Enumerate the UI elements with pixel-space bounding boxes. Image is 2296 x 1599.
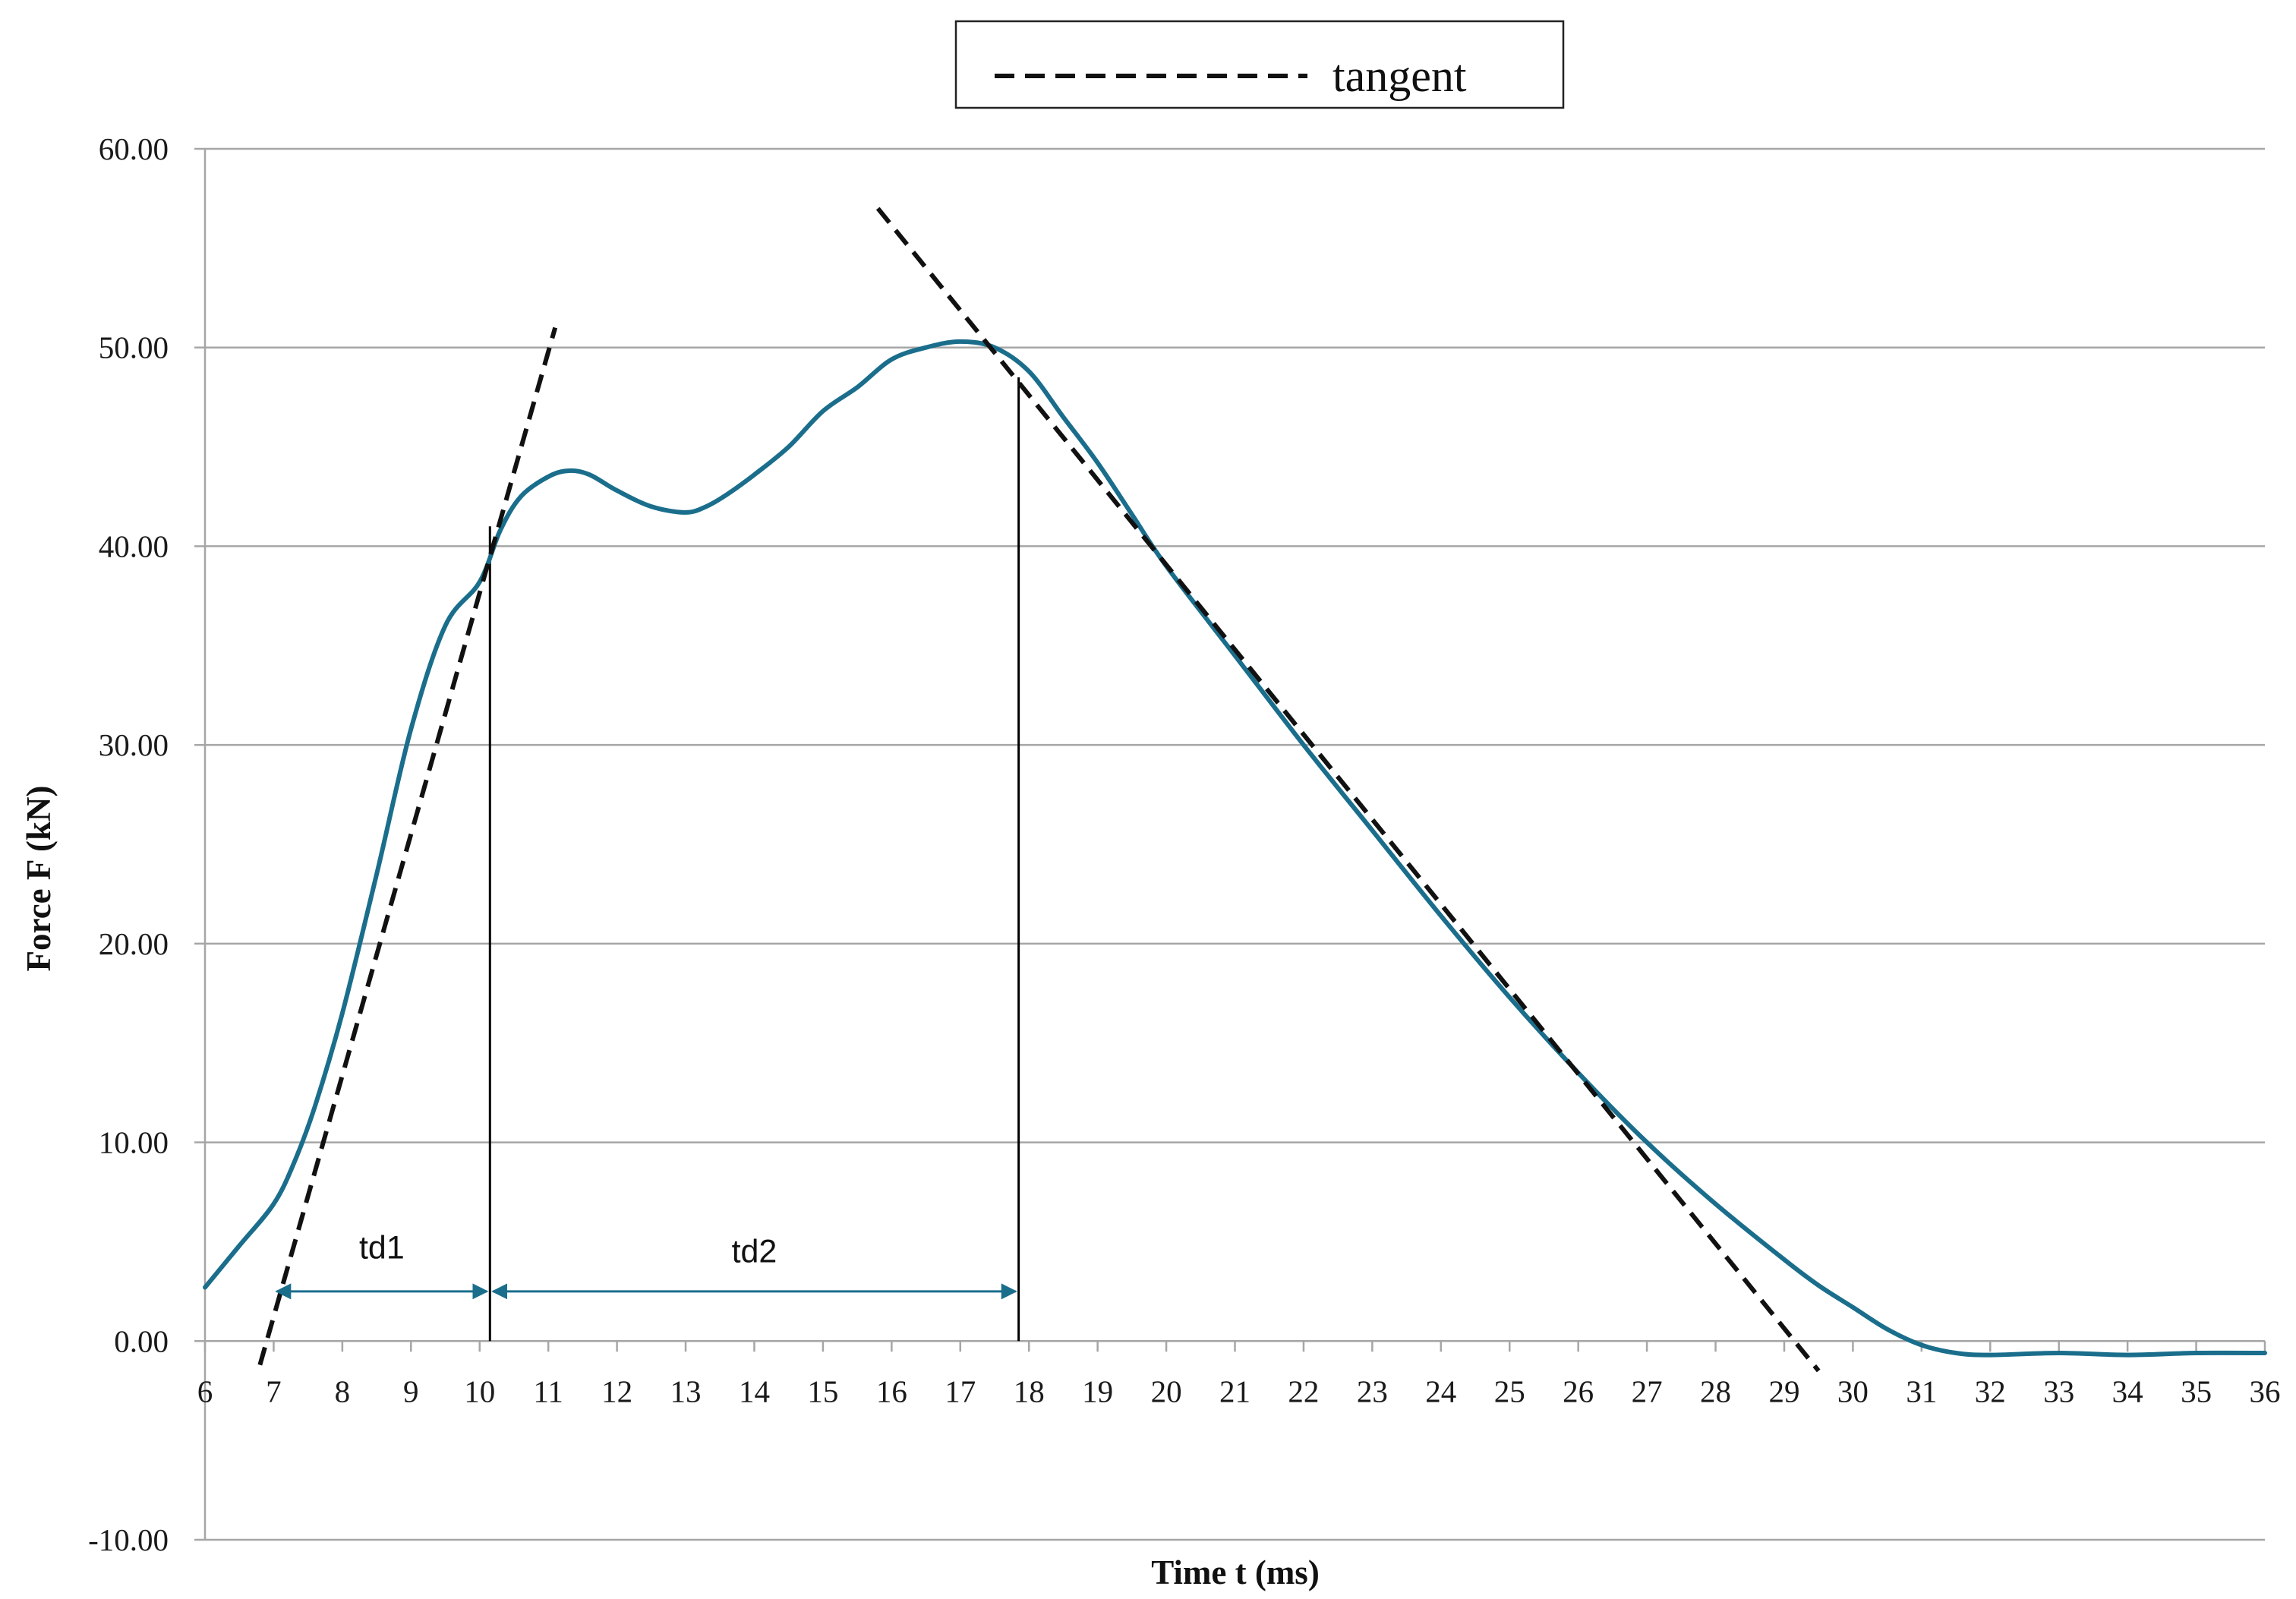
td1-label: td1 — [359, 1229, 405, 1266]
x-tick-label: 12 — [601, 1374, 632, 1408]
x-tick-label: 10 — [464, 1374, 495, 1408]
axes — [194, 147, 2266, 1541]
x-tick-label: 20 — [1151, 1374, 1182, 1408]
x-tick-label: 13 — [670, 1374, 702, 1408]
x-tick-label: 17 — [945, 1374, 976, 1408]
force-curve — [203, 339, 2267, 1358]
x-tick-label: 9 — [403, 1374, 419, 1408]
y-tick-label: 10.00 — [99, 1125, 169, 1160]
y-tick-labels: 60.00 50.00 40.00 30.00 20.00 10.00 0.00 -10.00 — [88, 131, 169, 1557]
x-axis-title: Time t (ms) — [1151, 1553, 1320, 1591]
x-tick-label: 23 — [1357, 1374, 1388, 1408]
y-tick-label: -10.00 — [88, 1522, 169, 1557]
legend-box — [954, 20, 1565, 109]
x-tick-label: 29 — [1768, 1374, 1799, 1408]
x-tick-label: 26 — [1563, 1374, 1594, 1408]
x-tick-label: 14 — [739, 1374, 770, 1408]
y-axis-title: Force F (kN) — [20, 786, 58, 972]
annotations: td1 td2 — [275, 1229, 1017, 1300]
td2-label: td2 — [732, 1234, 777, 1270]
grid-lines — [205, 147, 2265, 1541]
x-tick-label: 27 — [1632, 1374, 1663, 1408]
x-tick-label: 21 — [1219, 1374, 1250, 1408]
x-tick-label: 28 — [1700, 1374, 1731, 1408]
y-tick-label: 30.00 — [99, 727, 169, 762]
x-tick-label: 25 — [1494, 1374, 1525, 1408]
x-tick-label: 24 — [1425, 1374, 1456, 1408]
x-tick-label: 7 — [266, 1374, 282, 1408]
x-tick-label: 32 — [1975, 1374, 2006, 1408]
x-tick-label: 22 — [1288, 1374, 1319, 1408]
x-tick-labels: 6 7 8 9 10 11 12 13 14 15 16 17 18 19 20 21 22 23 24 25 26 27… — [197, 1374, 2281, 1408]
y-tick-label: 20.00 — [99, 926, 169, 961]
x-tick-label: 31 — [1906, 1374, 1937, 1408]
y-tick-label: 40.00 — [99, 528, 169, 563]
x-tick-label: 15 — [807, 1374, 838, 1408]
y-tick-label: 50.00 — [99, 330, 169, 365]
series — [203, 207, 2267, 1373]
x-tick-label: 35 — [2181, 1374, 2212, 1408]
x-tick-label: 11 — [533, 1374, 563, 1408]
tangent-line — [875, 207, 1821, 1373]
y-tick-label: 60.00 — [99, 131, 169, 166]
tangent-line — [257, 326, 558, 1366]
legend: tangent — [954, 20, 1565, 109]
x-tick-label: 34 — [2112, 1374, 2143, 1408]
x-tick-label: 16 — [876, 1374, 907, 1408]
x-tick-label: 33 — [2043, 1374, 2074, 1408]
x-tick-label: 30 — [1837, 1374, 1869, 1408]
x-tick-label: 36 — [2250, 1374, 2281, 1408]
x-tick-label: 6 — [197, 1374, 213, 1408]
x-tick-label: 8 — [335, 1374, 351, 1408]
x-tick-label: 18 — [1014, 1374, 1045, 1408]
vertical-markers — [488, 377, 1020, 1342]
x-tick-label: 19 — [1082, 1374, 1113, 1408]
legend-tangent-label: tangent — [1332, 51, 1467, 101]
y-tick-label: 0.00 — [114, 1323, 169, 1358]
